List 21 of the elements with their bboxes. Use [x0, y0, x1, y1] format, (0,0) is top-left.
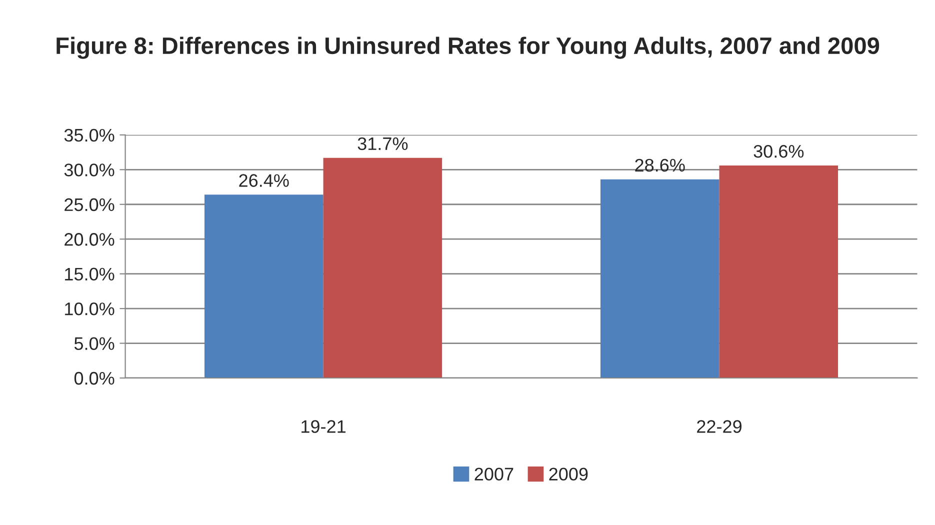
y-tick-label: 0.0% [74, 372, 114, 385]
data-label: 31.7% [358, 137, 408, 150]
y-tick-label: 35.0% [64, 128, 114, 142]
x-tick-label: 22-29 [697, 420, 742, 433]
y-tick-label: 20.0% [64, 233, 114, 246]
y-tick-label: 25.0% [64, 198, 114, 212]
legend-label: 2009 [549, 468, 588, 481]
data-label: 28.6% [635, 158, 685, 172]
bar [204, 194, 324, 378]
data-label: 26.4% [239, 174, 289, 187]
y-tick-label: 5.0% [74, 337, 114, 350]
x-tick-label: 19-21 [302, 420, 346, 433]
data-label: 30.6% [754, 144, 804, 158]
bar [719, 165, 838, 378]
bar [600, 179, 720, 378]
bar [323, 158, 442, 378]
y-tick-label: 15.0% [65, 268, 114, 281]
legend-label: 2007 [474, 468, 514, 481]
y-tick-label: 30.0% [64, 164, 114, 176]
chart-title: Figure 8: Differences in Uninsured Rates for Young Adults, 2007 and 2009 [56, 36, 880, 59]
y-tick-label: 10.0% [65, 302, 114, 316]
